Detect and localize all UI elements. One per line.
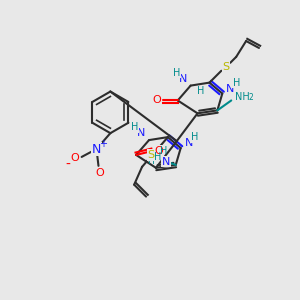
Text: H: H [148, 158, 154, 166]
Text: H: H [173, 68, 180, 78]
Text: N: N [178, 74, 187, 84]
Text: O: O [70, 153, 79, 163]
Text: O: O [153, 95, 161, 106]
Text: H: H [197, 85, 204, 96]
Text: S: S [223, 62, 230, 72]
Text: O: O [95, 168, 104, 178]
Text: H: H [160, 146, 168, 156]
Text: H: H [131, 122, 139, 132]
Text: N: N [137, 128, 145, 138]
Text: H: H [232, 78, 240, 88]
Text: N: N [162, 157, 170, 167]
Text: NH: NH [235, 92, 250, 101]
Text: S: S [147, 150, 155, 160]
Text: N: N [184, 138, 193, 148]
Text: -: - [65, 158, 70, 172]
Text: +: + [99, 139, 107, 149]
Text: H: H [154, 152, 162, 162]
Text: 2: 2 [248, 93, 253, 102]
Text: N: N [92, 142, 101, 155]
Text: O: O [154, 146, 163, 156]
Text: H: H [191, 132, 198, 142]
Text: N: N [226, 84, 234, 94]
